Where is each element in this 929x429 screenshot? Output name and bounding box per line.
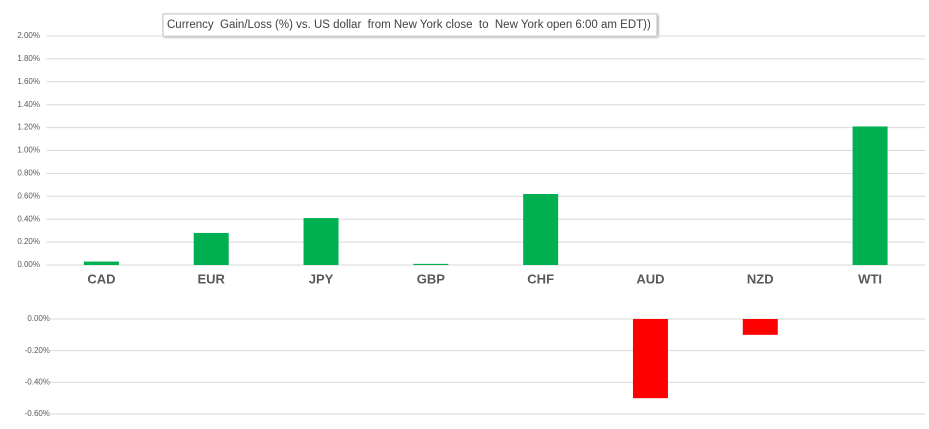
x-tick-label: AUD	[636, 271, 664, 286]
x-tick-label: CHF	[527, 271, 554, 286]
bar	[523, 194, 559, 265]
bar	[303, 218, 339, 265]
bar	[852, 126, 888, 265]
x-tick-label: JPY	[309, 271, 334, 286]
y-tick-label: 1.20%	[17, 123, 40, 132]
chart-title: Currency Gain/Loss (%) vs. US dollar fro…	[167, 19, 651, 31]
bar	[742, 319, 778, 335]
y-tick-label: 1.60%	[17, 77, 40, 86]
y-tick-label: 1.40%	[17, 100, 40, 109]
y-tick-label: 0.00%	[17, 260, 40, 269]
bar	[193, 232, 229, 265]
y-tick-label: 0.60%	[17, 191, 40, 200]
y-tick-label: 1.00%	[17, 146, 40, 155]
x-tick-label: CAD	[87, 271, 115, 286]
y-tick-label: 0.20%	[17, 237, 40, 246]
x-tick-label: GBP	[417, 271, 446, 286]
x-tick-label: WTI	[858, 271, 882, 286]
bar	[413, 263, 449, 265]
y-tick-label: 0.80%	[17, 169, 40, 178]
x-tick-label: NZD	[747, 271, 774, 286]
y-tick-label: 0.40%	[17, 214, 40, 223]
bar	[632, 319, 668, 399]
y-tick-label: 2.00%	[17, 31, 40, 40]
bar	[83, 261, 119, 265]
y-tick-label: -0.20%	[25, 346, 50, 355]
y-tick-label: 1.80%	[17, 54, 40, 63]
y-tick-label: -0.60%	[25, 409, 50, 418]
y-tick-label: 0.00%	[27, 314, 50, 323]
y-tick-label: -0.40%	[25, 377, 50, 386]
x-tick-label: EUR	[197, 271, 225, 286]
